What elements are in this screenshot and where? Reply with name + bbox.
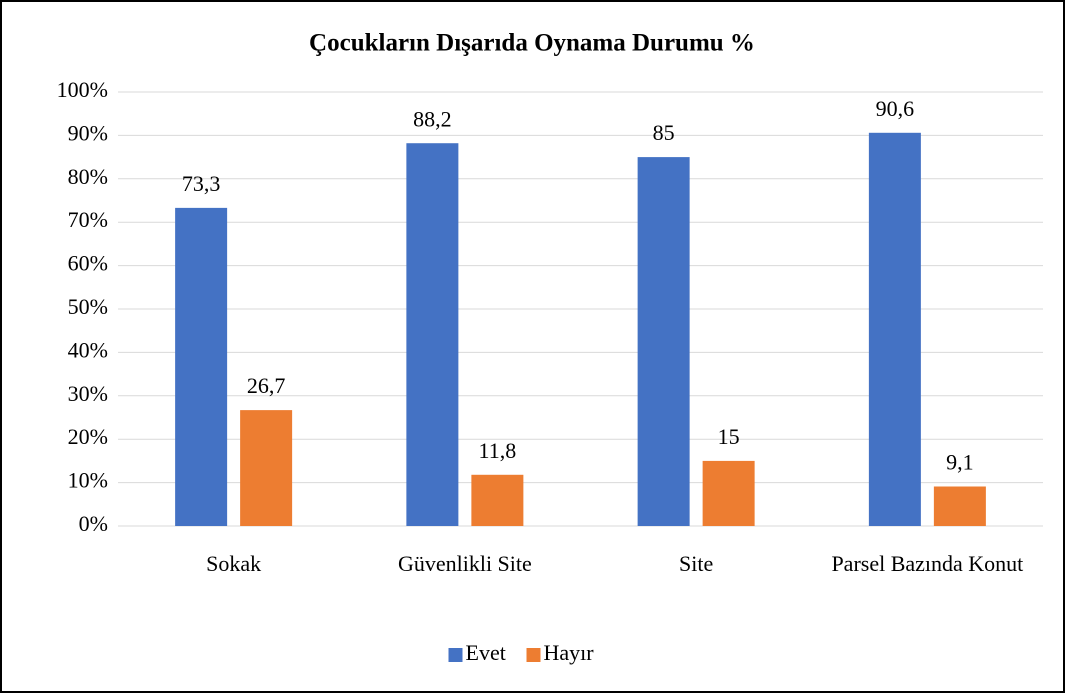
x-tick-label: Güvenlikli Site	[397, 551, 532, 576]
bar	[406, 143, 459, 526]
x-tick-label: Site	[679, 551, 714, 576]
bar	[933, 486, 986, 526]
data-label: 9,1	[946, 450, 974, 475]
y-tick-label: 10%	[68, 468, 108, 493]
y-tick-label: 50%	[68, 294, 108, 319]
y-tick-label: 90%	[68, 120, 108, 145]
y-tick-label: 70%	[68, 207, 108, 232]
bar	[868, 132, 921, 526]
data-label: 15	[718, 424, 740, 449]
bar	[240, 410, 293, 526]
bar	[175, 207, 228, 527]
bar	[637, 157, 690, 526]
data-label: 11,8	[479, 438, 517, 463]
y-tick-label: 20%	[68, 424, 108, 449]
bar	[702, 460, 755, 526]
data-label: 88,2	[413, 106, 452, 131]
data-label: 73,3	[182, 171, 221, 196]
data-label: 85	[653, 120, 675, 145]
data-label: 90,6	[876, 96, 915, 121]
y-tick-label: 80%	[68, 164, 108, 189]
legend-label: Evet	[466, 640, 506, 665]
y-tick-label: 30%	[68, 381, 108, 406]
y-tick-label: 40%	[68, 337, 108, 362]
x-tick-label: Sokak	[206, 551, 262, 576]
legend-label: Hayır	[544, 640, 595, 665]
y-tick-label: 100%	[57, 77, 108, 102]
y-tick-label: 0%	[79, 511, 108, 536]
y-tick-label: 60%	[68, 251, 108, 276]
bar	[471, 474, 524, 526]
x-tick-label: Parsel Bazında Konut	[831, 551, 1024, 576]
data-label: 26,7	[247, 373, 286, 398]
legend-swatch	[526, 648, 541, 662]
chart-title: Çocukların Dışarıda Oynama Durumu %	[309, 30, 755, 57]
legend-swatch	[448, 648, 463, 662]
